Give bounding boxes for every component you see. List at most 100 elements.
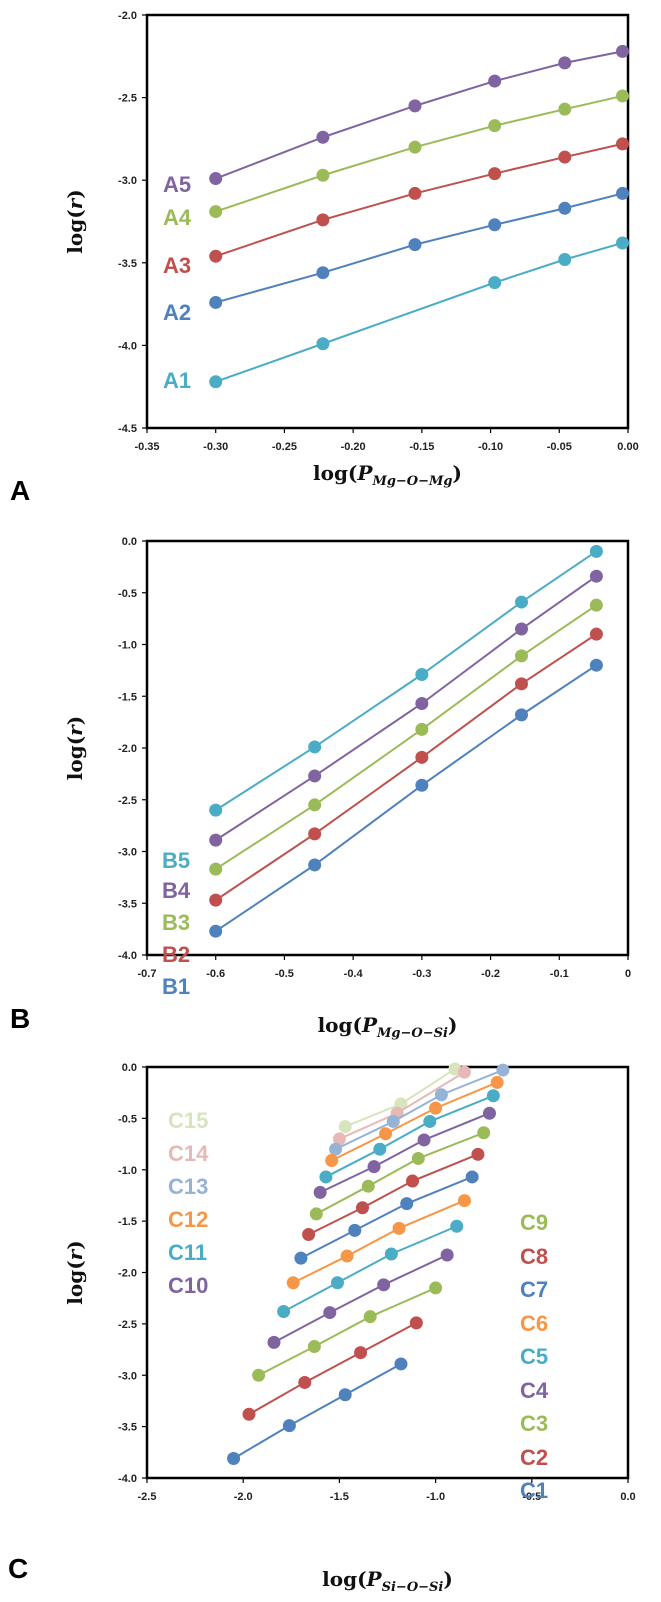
x-tick-label: -0.7: [138, 968, 157, 980]
series-c15: [338, 1062, 462, 1134]
y-tick-label: -3.0: [118, 847, 137, 859]
data-point-b1: [514, 708, 528, 722]
data-point-c3: [363, 1310, 377, 1324]
data-point-c12: [429, 1101, 443, 1115]
data-point-a2: [616, 186, 630, 200]
data-point-b3: [589, 598, 603, 612]
series-label-c14: C14: [168, 1141, 209, 1166]
series-label-a3: A3: [163, 253, 191, 278]
data-point-b2: [415, 750, 429, 764]
x-axis-title: log(PMg−O−Mg): [313, 461, 462, 489]
plot-frame: [145, 539, 630, 957]
series-line-c2: [248, 1321, 417, 1416]
data-point-b3: [415, 722, 429, 736]
data-point-a1: [616, 236, 630, 250]
data-point-c6: [340, 1249, 354, 1263]
series-label-a5: A5: [163, 172, 191, 197]
series-c2: [242, 1316, 423, 1421]
data-point-a5: [558, 56, 572, 70]
series-a4: [209, 89, 630, 219]
series-line-c12: [331, 1081, 498, 1162]
series-label-c13: C13: [168, 1174, 208, 1199]
data-point-c15: [338, 1120, 352, 1134]
data-point-b4: [589, 569, 603, 583]
data-point-c11: [486, 1089, 500, 1103]
y-tick-label: -4.5: [118, 423, 137, 435]
data-point-b2: [308, 827, 322, 841]
data-point-c9: [309, 1207, 323, 1221]
x-tick-label: 0: [625, 968, 631, 980]
series-label-c4: C4: [520, 1378, 549, 1403]
data-point-a5: [316, 130, 330, 144]
series-label-b3: B3: [162, 910, 190, 935]
data-point-c4: [267, 1335, 281, 1349]
series-c5: [277, 1219, 464, 1319]
y-tick-label: -2.5: [118, 1319, 137, 1331]
x-axis-title: log(PSi−O−Si): [322, 1567, 453, 1595]
data-point-c2: [409, 1316, 423, 1330]
y-tick-label: -3.5: [118, 1422, 137, 1434]
data-point-c8: [406, 1174, 420, 1188]
series-c12: [325, 1075, 504, 1168]
y-tick-label: -3.5: [118, 258, 137, 270]
data-point-a3: [408, 186, 422, 200]
series-label-a2: A2: [163, 300, 191, 325]
series-label-c12: C12: [168, 1207, 208, 1232]
series-label-c10: C10: [168, 1273, 208, 1298]
data-point-c13: [329, 1142, 343, 1156]
data-point-b2: [514, 677, 528, 691]
data-point-c1: [394, 1357, 408, 1371]
data-point-c10: [367, 1160, 381, 1174]
series-label-c1: C1: [520, 1478, 548, 1503]
x-tick-label: -0.4: [344, 968, 364, 980]
series-b4: [209, 569, 603, 847]
data-point-c8: [471, 1147, 485, 1161]
x-tick-label: -0.2: [481, 968, 500, 980]
y-axis-title: log(r): [63, 189, 87, 253]
series-c8: [302, 1147, 485, 1241]
data-point-c2: [354, 1346, 368, 1360]
series-label-a1: A1: [163, 368, 191, 393]
panel-letter: B: [10, 1003, 30, 1034]
data-point-b2: [589, 627, 603, 641]
series-line-c7: [300, 1176, 473, 1260]
data-point-b5: [589, 544, 603, 558]
x-tick-label: 0.0: [620, 1491, 635, 1503]
chart-panel-c: -2.5 -2.0 -1.5 -1.0 -0.5 0.0 0.0 -0.5 -1.0 -1.5 -2…: [8, 1062, 636, 1595]
y-tick-label: -4.0: [118, 340, 137, 352]
data-point-c5: [384, 1247, 398, 1261]
data-point-c12: [490, 1075, 504, 1089]
data-point-c13: [434, 1088, 448, 1102]
data-point-c11: [373, 1142, 387, 1156]
series-b2: [209, 627, 603, 907]
data-point-a2: [209, 295, 223, 309]
x-tick-label: -1.5: [330, 1491, 349, 1503]
series-label-b1: B1: [162, 974, 190, 999]
data-point-c5: [330, 1276, 344, 1290]
data-point-c10: [313, 1185, 327, 1199]
data-point-c1: [338, 1388, 352, 1402]
x-tick-label: -2.5: [138, 1491, 157, 1503]
series-line-a3: [215, 142, 623, 258]
data-point-c8: [302, 1227, 316, 1241]
data-point-c1: [227, 1451, 241, 1465]
x-tick-label: -0.6: [206, 968, 225, 980]
data-point-b5: [514, 595, 528, 609]
series-label-c7: C7: [520, 1277, 548, 1302]
panel-letter: C: [8, 1553, 28, 1584]
data-point-b4: [308, 769, 322, 783]
series-line-a5: [215, 50, 623, 180]
series-label-c9: C9: [520, 1210, 548, 1235]
data-point-a3: [616, 137, 630, 151]
data-point-a4: [558, 102, 572, 116]
y-tick-label: -2.5: [118, 795, 137, 807]
series-c11: [319, 1089, 500, 1184]
data-point-b1: [209, 924, 223, 938]
data-point-b1: [589, 658, 603, 672]
data-point-c4: [440, 1248, 454, 1262]
series-label-b5: B5: [162, 848, 190, 873]
data-point-c7: [400, 1197, 414, 1211]
data-point-a4: [316, 168, 330, 182]
data-point-a2: [488, 218, 502, 232]
